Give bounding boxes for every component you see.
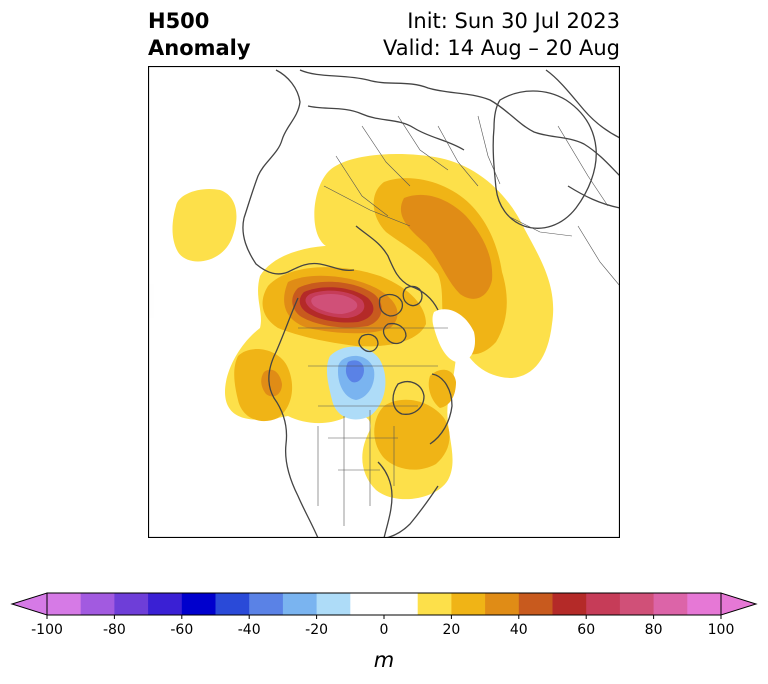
colorbar-segment [114, 593, 149, 615]
title-right: Init: Sun 30 Jul 2023 Valid: 14 Aug – 20… [383, 8, 620, 62]
colorbar-segment [485, 593, 520, 615]
colorbar-segment [47, 593, 82, 615]
colorbar-segment [350, 593, 385, 615]
colorbar-segment [552, 593, 587, 615]
anomaly-map [148, 66, 620, 538]
colorbar-tick-label: -40 [238, 622, 261, 638]
colorbar-tick-label: -100 [31, 622, 63, 638]
valid-range: Valid: 14 Aug – 20 Aug [382, 36, 620, 60]
colorbar-segment [619, 593, 655, 615]
anomaly-positive-70-80 [311, 294, 358, 314]
colorbar: -100 -80 -60 -40 -20 0 20 40 60 80 100 m [10, 592, 758, 672]
colorbar-segment [316, 593, 351, 615]
anomaly-negative [326, 346, 386, 420]
neutral-gap [432, 309, 476, 363]
colorbar-segment [148, 593, 183, 615]
colorbar-segment [451, 593, 486, 615]
colorbar-tick-label: 0 [380, 622, 389, 638]
colorbar-segments [10, 592, 758, 616]
colorbar-segment [417, 593, 452, 615]
colorbar-segment [282, 593, 318, 615]
edge-gap [148, 284, 154, 318]
colorbar-ticks: -100 -80 -60 -40 -20 0 20 40 60 80 100 [31, 615, 734, 638]
map-frame [148, 66, 620, 538]
colorbar-segment [384, 593, 419, 615]
anomaly-positive-20-30 [234, 178, 507, 470]
colorbar-segment [80, 593, 115, 615]
colorbar-tick-label: -20 [305, 622, 328, 638]
colorbar-segment [249, 593, 284, 615]
colorbar-extend-high [720, 592, 758, 616]
colorbar-tick-label: 40 [510, 622, 528, 638]
colorbar-segment [215, 593, 250, 615]
colorbar-tick-label: 20 [442, 622, 460, 638]
colorbar-tick-label: 80 [645, 622, 663, 638]
coastlines [242, 69, 620, 538]
colorbar-unit: m [374, 648, 394, 672]
colorbar-tick-label: -60 [170, 622, 193, 638]
colorbar-tick-label: 60 [577, 622, 595, 638]
init-time: Init: Sun 30 Jul 2023 [407, 9, 620, 33]
colorbar-tick-label: -80 [103, 622, 126, 638]
colorbar-segment [653, 593, 688, 615]
political-borders [298, 115, 620, 526]
colorbar-extend-low [10, 592, 48, 616]
colorbar-segment [586, 593, 621, 615]
colorbar-segment [687, 593, 722, 615]
title-left: H500 Anomaly [148, 8, 251, 62]
colorbar-segment [181, 593, 216, 615]
colorbar-segment [518, 593, 553, 615]
title-field: Anomaly [148, 36, 251, 60]
colorbar-tick-label: 100 [708, 622, 735, 638]
title-variable: H500 [148, 9, 210, 33]
